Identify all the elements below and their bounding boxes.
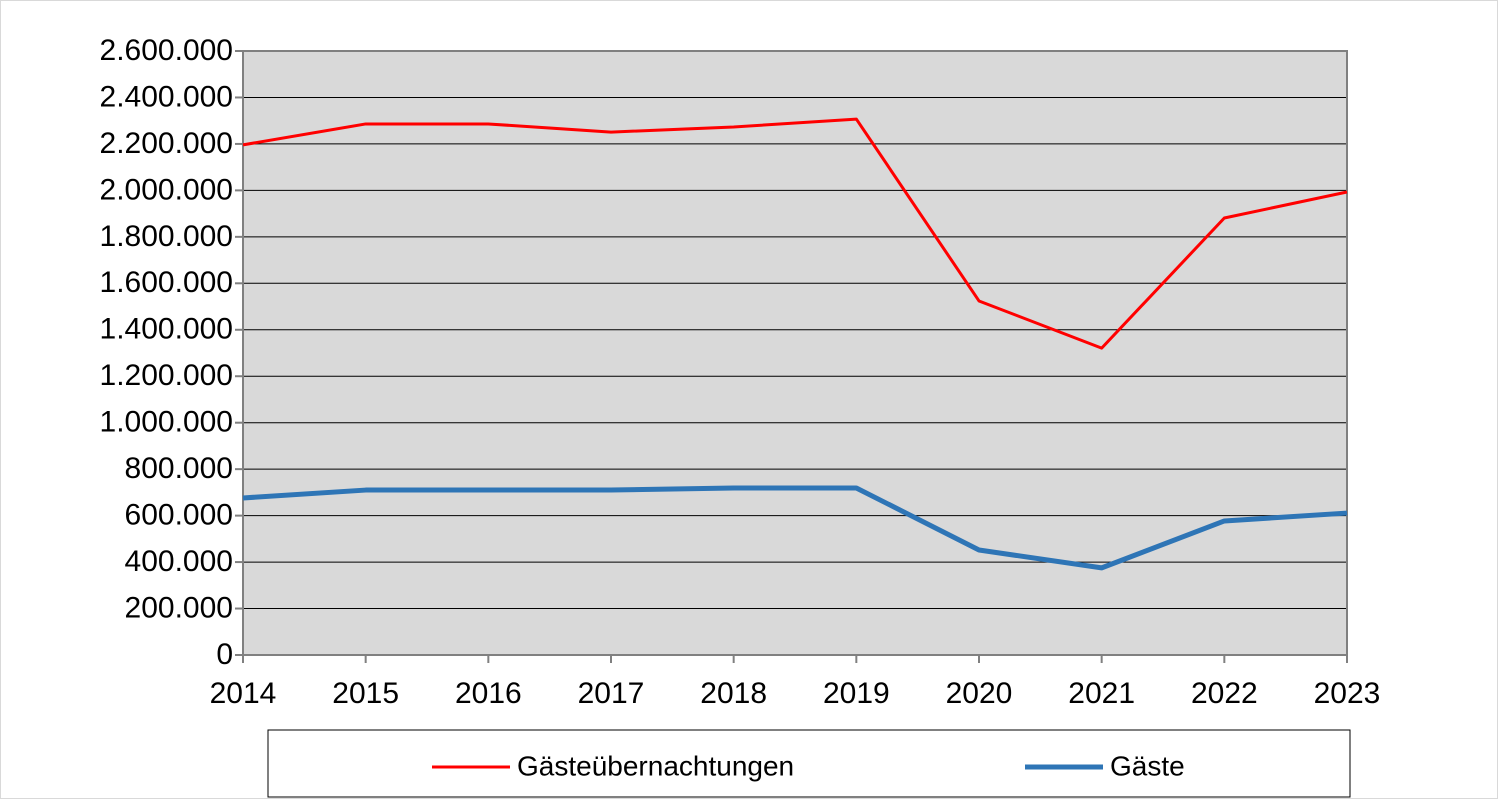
series [242,117,1348,571]
y-tick-label: 1.200.000 [100,359,233,392]
x-tick-label: 2018 [700,677,767,710]
y-tick-label: 2.400.000 [100,80,233,113]
plot-area [243,51,1347,655]
y-tick-label: 1.000.000 [100,406,233,439]
x-tick-label: 2020 [946,677,1013,710]
legend-label: Gäste [1110,750,1185,781]
legend-items: Gästeübernachtungen Gäste [432,750,1185,781]
y-tick-label: 400.000 [125,545,233,578]
x-tick-label: 2015 [332,677,399,710]
x-tick-label: 2021 [1068,677,1135,710]
y-tick-label: 2.600.000 [100,34,233,67]
y-tick-label: 200.000 [125,591,233,624]
y-tick-label: 800.000 [125,452,233,485]
x-tick-label: 2016 [455,677,522,710]
legend-label: Gästeübernachtungen [517,750,794,781]
x-tick-label: 2019 [823,677,890,710]
y-tick-label: 1.800.000 [100,220,233,253]
x-tick-label: 2022 [1191,677,1258,710]
x-tick-label: 2017 [578,677,645,710]
plot-border [242,50,1348,656]
line [242,485,1348,571]
y-tick-label: 1.400.000 [100,313,233,346]
line [242,117,1348,350]
y-tick-label: 2.000.000 [100,173,233,206]
y-tick-label: 2.200.000 [100,127,233,160]
x-tick-label: 2014 [210,677,277,710]
y-tick-label: 600.000 [125,499,233,532]
legend [267,729,1351,798]
y-tick-label: 1.600.000 [100,266,233,299]
x-tick-label: 2023 [1314,677,1381,710]
y-tick-label: 0 [216,638,233,671]
